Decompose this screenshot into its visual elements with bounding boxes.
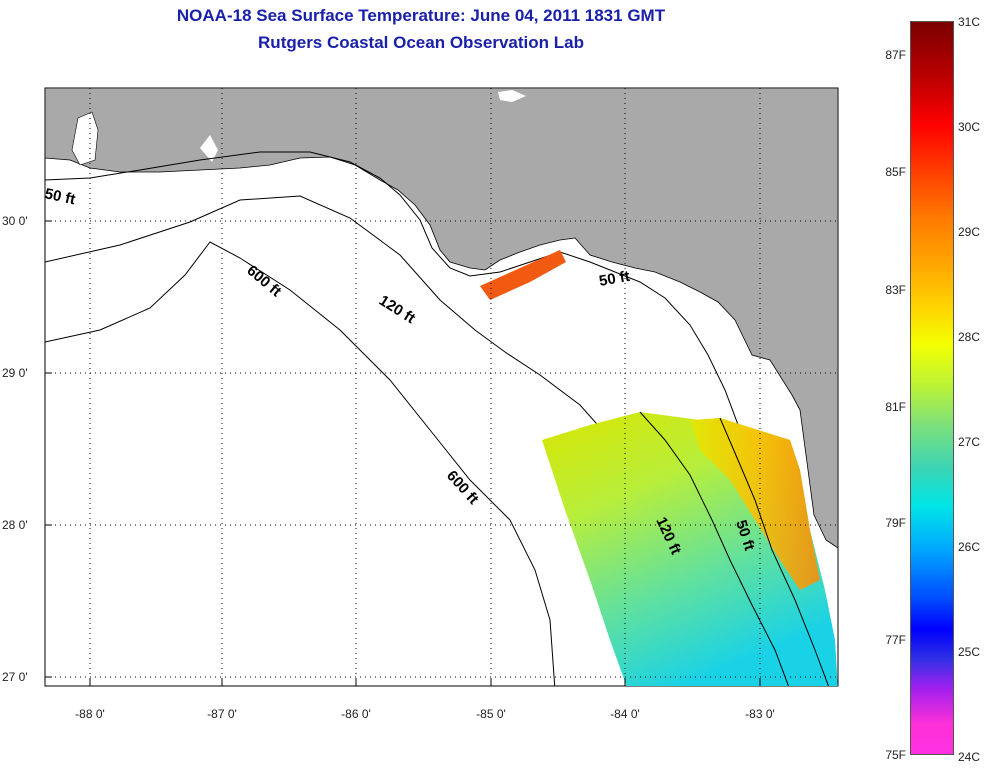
temperature-colorbar bbox=[910, 21, 954, 755]
contour-600ft bbox=[45, 241, 556, 686]
lat-label-27: 27 0' bbox=[2, 670, 28, 684]
contour-label-50ft-east: 50 ft bbox=[598, 268, 631, 290]
colorbar-f-87: 87F bbox=[885, 48, 906, 62]
colorbar-c-30: 30C bbox=[958, 120, 981, 134]
sst-swath-warm-east bbox=[690, 418, 820, 590]
sst-map: 50 ft 600 ft 120 ft 50 ft 600 ft 120 ft … bbox=[43, 87, 839, 687]
lon-label-83: -83 0' bbox=[745, 707, 775, 721]
colorbar-f-85: 85F bbox=[885, 165, 906, 179]
land-mass bbox=[45, 88, 838, 549]
lon-label-84: -84 0' bbox=[610, 707, 640, 721]
colorbar-f-81: 81F bbox=[885, 400, 906, 414]
contour-label-50ft-west: 50 ft bbox=[43, 185, 77, 208]
lon-label-88: -88 0' bbox=[75, 707, 105, 721]
colorbar-c-31: 31C bbox=[958, 15, 981, 29]
map-subtitle: Rutgers Coastal Ocean Observation Lab bbox=[258, 33, 584, 52]
inland-bay bbox=[200, 135, 218, 162]
colorbar-c-26: 26C bbox=[958, 540, 981, 554]
colorbar-f-75: 75F bbox=[885, 748, 906, 762]
colorbar-f-83: 83F bbox=[885, 283, 906, 297]
contour-50ft-swath bbox=[719, 417, 830, 686]
colorbar-c-28: 28C bbox=[958, 330, 981, 344]
colorbar-f-77: 77F bbox=[885, 633, 906, 647]
lat-label-28: 28 0' bbox=[2, 518, 28, 532]
contour-120ft-swath bbox=[639, 411, 790, 686]
lat-label-29: 29 0' bbox=[2, 366, 28, 380]
colorbar-f-79: 79F bbox=[885, 516, 906, 530]
axis-ticks bbox=[45, 220, 761, 686]
graticule bbox=[45, 88, 838, 686]
lat-label-30: 30 0' bbox=[2, 214, 28, 228]
colorbar-c-24: 24C bbox=[958, 750, 981, 764]
inland-lake bbox=[498, 90, 526, 102]
colorbar-c-25: 25C bbox=[958, 645, 981, 659]
colorbar-c-27: 27C bbox=[958, 435, 981, 449]
sst-bigbend-patch bbox=[480, 250, 566, 300]
colorbar-c-29: 29C bbox=[958, 225, 981, 239]
lon-label-85: -85 0' bbox=[476, 707, 506, 721]
lon-label-86: -86 0' bbox=[341, 707, 371, 721]
mobile-bay bbox=[71, 111, 99, 166]
lon-label-87: -87 0' bbox=[207, 707, 237, 721]
map-title: NOAA-18 Sea Surface Temperature: June 04… bbox=[176, 6, 666, 25]
